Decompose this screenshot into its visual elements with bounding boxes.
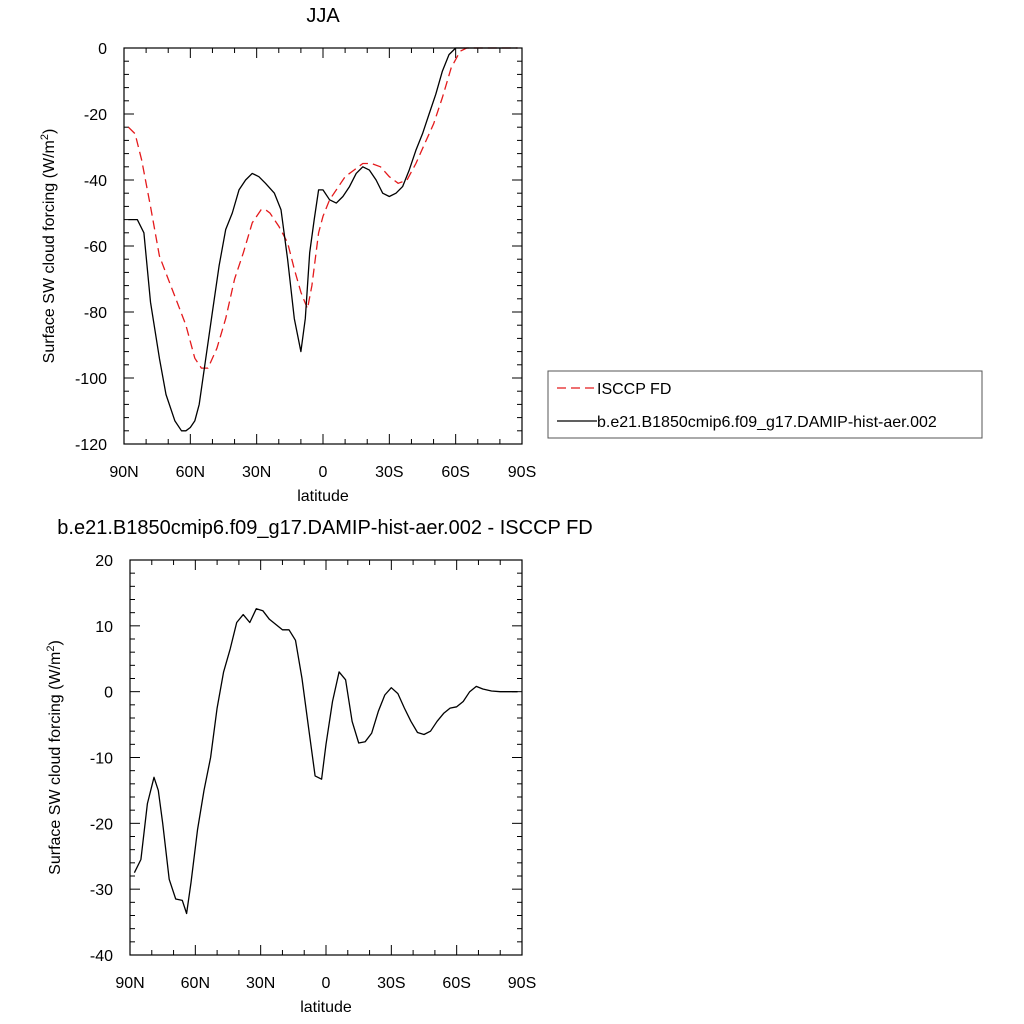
bottom-panel-y-axis-label-end: ) bbox=[47, 640, 64, 645]
series-line-b-e21-b1850cmip6-f09-g17-damip-hist-aer-002 bbox=[128, 47, 518, 432]
bottom-panel: b.e21.B1850cmip6.f09_g17.DAMIP-hist-aer.… bbox=[45, 517, 593, 1016]
y-tick-label: -40 bbox=[90, 948, 113, 965]
top-panel-y-axis-label-sup: 2 bbox=[39, 134, 51, 140]
x-tick-label: 30S bbox=[375, 464, 403, 481]
bottom-panel-x-axis-label: latitude bbox=[300, 999, 352, 1016]
x-tick-label: 90N bbox=[109, 464, 138, 481]
x-tick-label: 30N bbox=[246, 975, 275, 992]
x-tick-label: 30S bbox=[377, 975, 405, 992]
y-tick-label: -120 bbox=[75, 437, 107, 454]
top-panel-x-axis-label: latitude bbox=[297, 488, 349, 505]
x-tick-label: 60N bbox=[181, 975, 210, 992]
legend-label-isccp: ISCCP FD bbox=[597, 381, 671, 398]
top-panel-y-axis-label-end: ) bbox=[41, 129, 58, 134]
series-line-isccp-fd bbox=[127, 47, 518, 369]
bottom-panel-y-axis-label-sup: 2 bbox=[45, 646, 57, 652]
x-tick-label: 0 bbox=[322, 975, 331, 992]
x-tick-label: 30N bbox=[242, 464, 271, 481]
bottom-panel-plot-frame bbox=[129, 559, 523, 956]
x-tick-label: 90N bbox=[115, 975, 144, 992]
series-line-difference bbox=[133, 608, 518, 915]
bottom-panel-ticks: 90N 60N 30N 0 30S 60S 90S 20 10 0 -10 -20 -30 -40 bbox=[90, 553, 536, 992]
y-tick-label: 20 bbox=[95, 553, 113, 570]
x-tick-label: 90S bbox=[508, 464, 536, 481]
y-tick-label: 10 bbox=[95, 619, 113, 636]
x-tick-label: 60S bbox=[442, 975, 470, 992]
y-tick-label: 0 bbox=[104, 685, 113, 702]
legend: ISCCP FD b.e21.B1850cmip6.f09_g17.DAMIP-… bbox=[547, 370, 983, 439]
top-panel-ticks: 90N 60N 30N 0 30S 60S 90S 0 -20 -40 -60 -80 -100 -120 bbox=[75, 41, 536, 481]
top-panel-title: JJA bbox=[306, 5, 340, 27]
legend-box bbox=[547, 370, 983, 439]
bottom-panel-series bbox=[133, 608, 518, 915]
x-tick-label: 60S bbox=[441, 464, 469, 481]
y-tick-label: -60 bbox=[84, 239, 107, 256]
y-tick-label: -40 bbox=[84, 173, 107, 190]
top-panel: JJA Surface SW cloud forcing (W/m2) lati… bbox=[39, 5, 536, 505]
top-panel-y-axis-label-main: Surface SW cloud forcing (W/m bbox=[41, 140, 58, 363]
y-tick-label: -80 bbox=[84, 305, 107, 322]
y-tick-label: 0 bbox=[98, 41, 107, 58]
y-tick-label: -20 bbox=[84, 107, 107, 124]
top-panel-y-axis-label: Surface SW cloud forcing (W/m2) bbox=[39, 129, 58, 364]
x-tick-label: 0 bbox=[319, 464, 328, 481]
bottom-panel-title: b.e21.B1850cmip6.f09_g17.DAMIP-hist-aer.… bbox=[57, 517, 592, 539]
bottom-panel-y-axis-label: Surface SW cloud forcing (W/m2) bbox=[45, 640, 64, 875]
y-tick-label: -100 bbox=[75, 371, 107, 388]
top-panel-series bbox=[127, 47, 518, 432]
top-panel-plot-frame bbox=[123, 47, 523, 445]
bottom-panel-y-axis-label-main: Surface SW cloud forcing (W/m bbox=[47, 652, 64, 875]
x-tick-label: 60N bbox=[176, 464, 205, 481]
x-tick-label: 90S bbox=[508, 975, 536, 992]
y-tick-label: -20 bbox=[90, 816, 113, 833]
y-tick-label: -30 bbox=[90, 882, 113, 899]
legend-label-model: b.e21.B1850cmip6.f09_g17.DAMIP-hist-aer.… bbox=[597, 414, 937, 431]
y-tick-label: -10 bbox=[90, 751, 113, 768]
